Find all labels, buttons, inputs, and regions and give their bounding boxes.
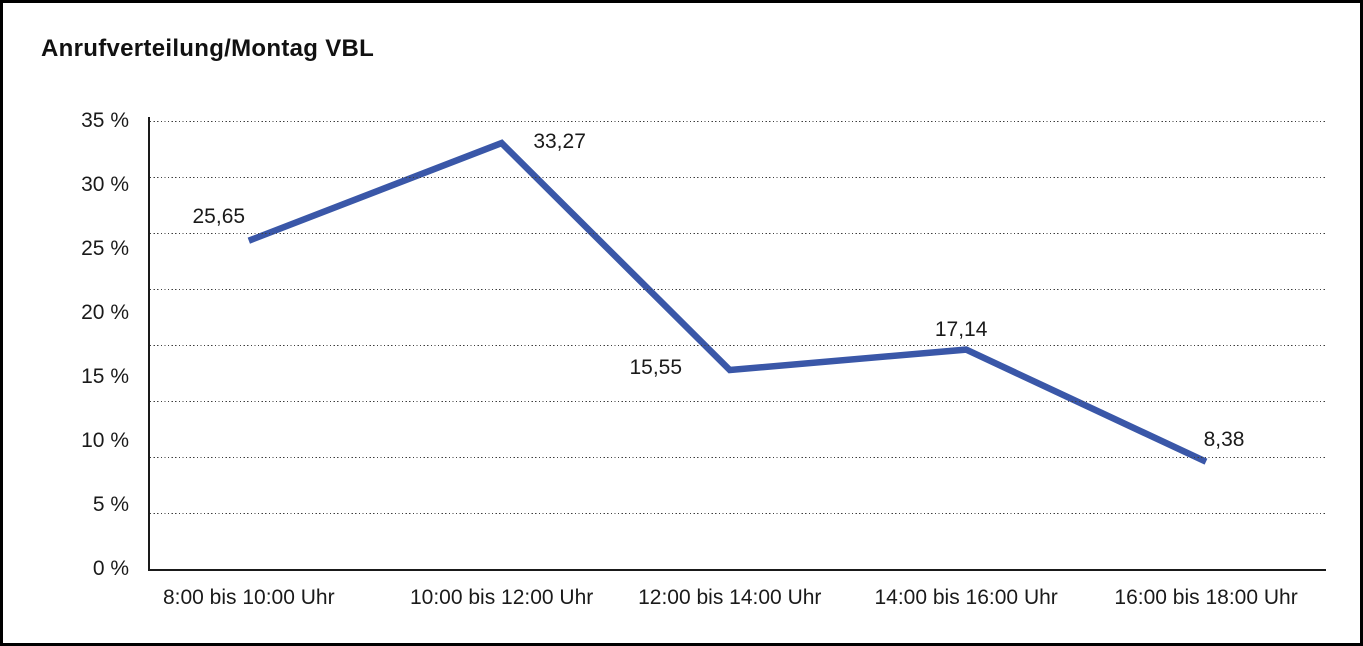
chart-title: Anrufverteilung/Montag VBL (41, 35, 375, 62)
series-line (247, 139, 1208, 465)
data-value-label: 17,14 (934, 317, 988, 341)
x-category-label: 8:00 bis 10:00 Uhr (162, 586, 335, 609)
gridline (150, 401, 1326, 402)
x-category-label: 14:00 bis 16:00 Uhr (874, 586, 1058, 609)
data-value-label: 15,55 (629, 355, 683, 379)
y-tick-label: 15 % (81, 365, 129, 388)
x-category-label: 12:00 bis 14:00 Uhr (638, 586, 822, 609)
x-axis-line (148, 569, 1326, 571)
y-tick-label: 35 % (81, 109, 129, 132)
gridline (150, 289, 1326, 290)
x-category-label: 16:00 bis 18:00 Uhr (1114, 586, 1298, 609)
y-tick-label: 5 % (92, 493, 129, 516)
y-axis-line (148, 117, 150, 571)
y-tick-label: 20 % (81, 301, 129, 324)
gridline (150, 457, 1326, 458)
data-value-label: 25,65 (192, 204, 246, 228)
gridline (150, 233, 1326, 234)
gridline (150, 121, 1326, 122)
y-tick-label: 0 % (92, 557, 129, 580)
gridline (150, 513, 1326, 514)
y-tick-label: 25 % (81, 237, 129, 260)
data-value-label: 33,27 (533, 130, 586, 154)
y-tick-label: 30 % (81, 173, 129, 196)
y-tick-label: 10 % (81, 429, 129, 452)
gridline (150, 177, 1326, 178)
gridline (150, 345, 1326, 346)
plot-area (150, 121, 1326, 569)
data-value-label: 8,38 (1203, 427, 1245, 451)
x-category-label: 10:00 bis 12:00 Uhr (409, 586, 594, 609)
data-line-svg (247, 139, 1208, 465)
